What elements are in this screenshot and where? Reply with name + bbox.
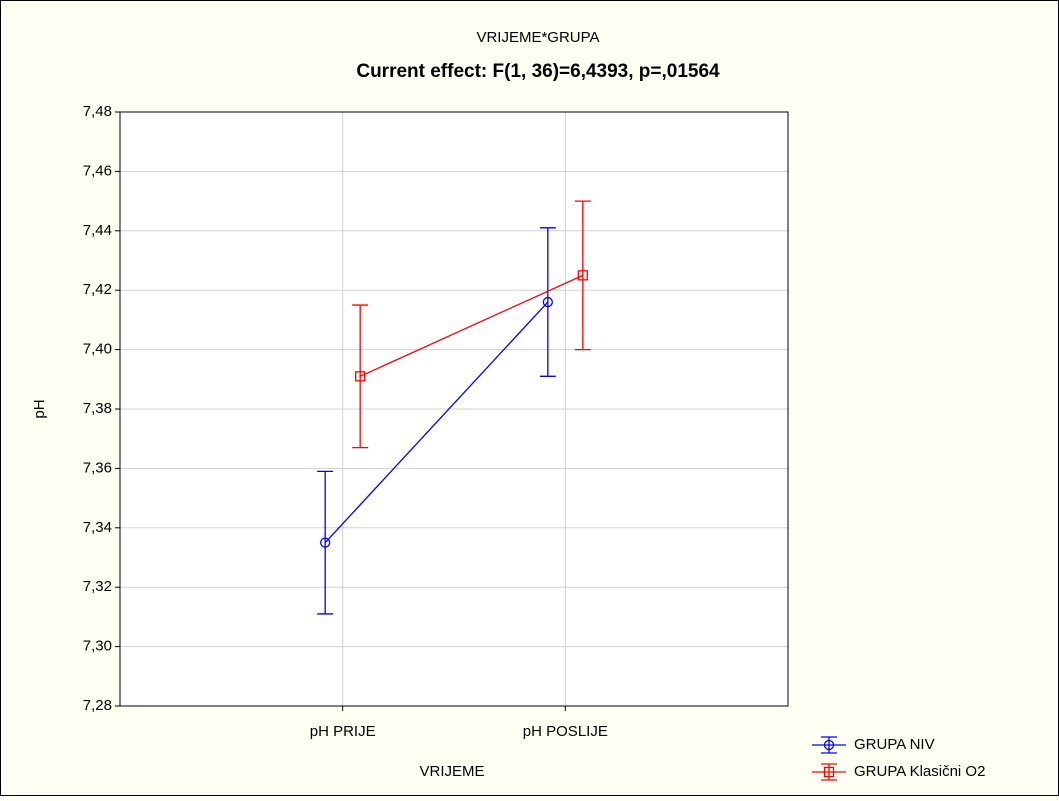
y-tick-label: 7,30	[83, 638, 112, 655]
error-bar	[317, 470, 334, 615]
error-bar	[352, 304, 369, 449]
x-tick-label: pH POSLIJE	[523, 723, 608, 740]
y-tick-label: 7,40	[83, 341, 112, 358]
chart-subtitle: Current effect: F(1, 36)=6,4393, p=,0156…	[356, 61, 720, 82]
y-tick-label: 7,46	[83, 162, 112, 179]
x-tick-label: pH PRIJE	[310, 723, 376, 740]
error-bar	[574, 200, 591, 351]
data-point	[542, 296, 553, 308]
legend-marker	[823, 766, 835, 778]
plot-border	[119, 111, 789, 707]
legend-label: GRUPA NIV	[854, 736, 935, 753]
series-line	[324, 301, 549, 544]
chart-title: VRIJEME*GRUPA	[476, 29, 599, 46]
y-tick-label: 7,38	[83, 400, 112, 417]
y-tick-label: 7,32	[83, 578, 112, 595]
y-tick-label: 7,48	[83, 103, 112, 120]
data-point	[320, 537, 331, 548]
data-point	[577, 270, 588, 281]
y-tick-label: 7,28	[83, 697, 112, 714]
y-tick-label: 7,34	[83, 519, 112, 536]
y-tick-label: 7,44	[83, 222, 112, 239]
legend-symbol	[812, 736, 846, 754]
series-line	[359, 274, 584, 377]
legend-symbol	[812, 763, 846, 781]
y-axis-label: pH	[31, 399, 48, 418]
y-tick-label: 7,42	[83, 281, 112, 298]
y-tick-label: 7,36	[83, 459, 112, 476]
x-axis-label: VRIJEME	[419, 763, 484, 780]
legend-marker	[823, 739, 835, 751]
legend-label: GRUPA Klasični O2	[854, 763, 985, 780]
data-point	[355, 371, 366, 382]
error-bar	[539, 227, 556, 377]
